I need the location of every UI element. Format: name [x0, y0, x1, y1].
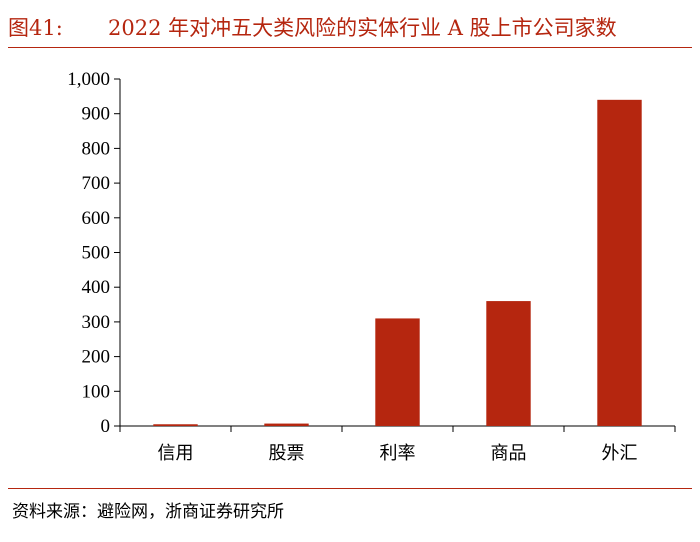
source-note: 资料来源：避险网，浙商证券研究所 — [12, 502, 284, 522]
figure-title-row: 图41: 2022 年对冲五大类风险的实体行业 A 股上市公司家数 — [8, 12, 692, 42]
source-divider — [8, 488, 692, 489]
x-axis: 信用 股票 利率 商品 外汇 — [119, 425, 676, 464]
x-category-label: 利率 — [380, 443, 416, 464]
y-tick-label: 300 — [82, 312, 111, 333]
x-category-label: 信用 — [158, 443, 194, 464]
y-tick-label: 400 — [82, 277, 111, 298]
y-axis: 0 100 200 300 400 500 600 700 800 900 1,000 — [67, 69, 121, 437]
bar — [375, 318, 420, 426]
bar — [153, 424, 198, 426]
y-tick-label: 0 — [101, 416, 111, 437]
bar — [597, 99, 642, 426]
y-tick-label: 600 — [82, 208, 111, 229]
y-tick-label: 700 — [82, 173, 111, 194]
bar — [264, 423, 309, 426]
y-tick-label: 1,000 — [67, 69, 110, 90]
title-divider — [8, 47, 692, 48]
x-category-label: 股票 — [269, 443, 305, 464]
y-tick-label: 100 — [82, 381, 111, 402]
figure-label: 图41: — [8, 16, 63, 40]
y-tick-label: 200 — [82, 347, 111, 368]
bar — [486, 301, 531, 426]
y-tick-label: 900 — [82, 104, 111, 125]
y-tick-label: 800 — [82, 138, 111, 159]
figure-title: 2022 年对冲五大类风险的实体行业 A 股上市公司家数 — [108, 16, 617, 40]
y-tick-label: 500 — [82, 243, 111, 264]
x-category-label: 外汇 — [602, 443, 638, 464]
bar-chart: 0 100 200 300 400 500 600 700 800 900 1,000 信用 股票 利率… — [67, 69, 676, 464]
bars — [153, 99, 642, 426]
x-category-label: 商品 — [491, 443, 527, 464]
